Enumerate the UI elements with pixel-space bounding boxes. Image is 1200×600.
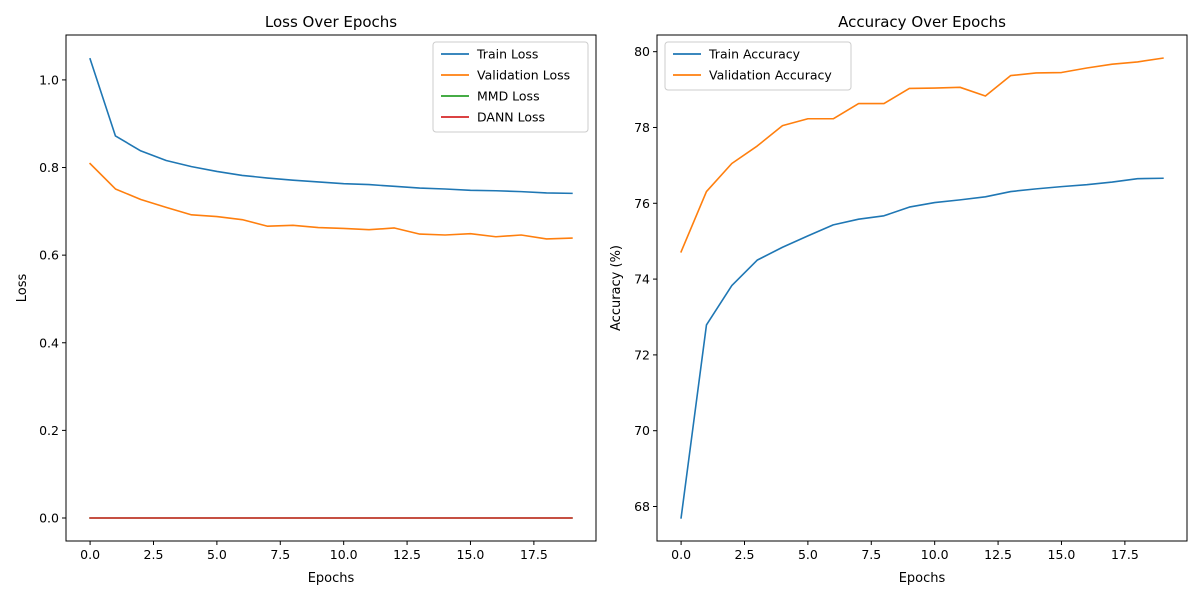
legend-label-validation-accuracy: Validation Accuracy	[709, 68, 832, 83]
loss-x-tick-label: 10.0	[330, 547, 358, 562]
loss-x-tick-label: 15.0	[457, 547, 485, 562]
accuracy-y-tick-label: 70	[634, 423, 650, 438]
loss-series-validation-loss	[88, 162, 573, 240]
loss-x-tick-label: 2.5	[144, 547, 164, 562]
accuracy-x-tick-label: 7.5	[861, 547, 881, 562]
loss-y-tick-label: 0.0	[39, 511, 59, 526]
accuracy-legend-frame	[664, 41, 852, 91]
accuracy-x-tick-label: 5.0	[798, 547, 818, 562]
accuracy-chart: 0.0 2.5 5.0 7.5 10.0 12.5 15.0 17.5 68 70 72 74 76 78…	[609, 13, 1188, 586]
accuracy-plot-area	[657, 35, 1187, 541]
loss-x-tick-label: 0.0	[80, 547, 100, 562]
loss-x-axis-label: Epochs	[308, 571, 355, 586]
accuracy-series-validation-accuracy	[680, 57, 1164, 253]
accuracy-y-tick-label: 76	[634, 196, 650, 211]
legend-label-validation-loss: Validation Loss	[477, 68, 570, 83]
loss-x-tick-label: 17.5	[520, 547, 548, 562]
loss-legend: Train Loss Validation Loss MMD Loss DANN Lo…	[432, 41, 589, 133]
accuracy-x-tick-label: 12.5	[984, 547, 1012, 562]
loss-chart: 0.0 2.5 5.0 7.5 10.0 12.5 15.0 17.5 0.0 0.2 0.4 0.6…	[15, 13, 597, 586]
loss-legend-frame	[432, 41, 589, 133]
loss-chart-title: Loss Over Epochs	[265, 13, 397, 31]
accuracy-x-tick-label: 15.0	[1048, 547, 1076, 562]
legend-label-dann-loss: DANN Loss	[477, 110, 545, 125]
legend-label-train-loss: Train Loss	[476, 47, 538, 62]
loss-y-tick-label: 1.0	[39, 72, 59, 87]
loss-y-tick-label: 0.2	[39, 423, 59, 438]
loss-x-tick-label: 7.5	[270, 547, 290, 562]
accuracy-x-axis-label: Epochs	[899, 571, 946, 586]
loss-axes-frame	[65, 34, 597, 542]
legend-label-train-accuracy: Train Accuracy	[708, 47, 801, 62]
accuracy-x-tick-label: 10.0	[921, 547, 949, 562]
loss-x-tick-label: 5.0	[207, 547, 227, 562]
loss-y-tick-label: 0.8	[39, 160, 59, 175]
accuracy-legend: Train Accuracy Validation Accuracy	[664, 41, 852, 91]
accuracy-y-tick-label: 72	[634, 347, 650, 362]
accuracy-y-tick-label: 78	[634, 120, 650, 135]
loss-x-tick-label: 12.5	[393, 547, 421, 562]
accuracy-x-tick-label: 17.5	[1111, 547, 1139, 562]
accuracy-series-train-accuracy	[680, 177, 1164, 519]
accuracy-axes-frame	[656, 34, 1188, 542]
accuracy-y-tick-label: 80	[634, 44, 650, 59]
loss-series-train-loss	[89, 57, 573, 195]
legend-label-mmd-loss: MMD Loss	[477, 89, 540, 104]
accuracy-y-axis-label: Accuracy (%)	[609, 245, 624, 331]
accuracy-x-tick-label: 0.0	[671, 547, 691, 562]
loss-y-axis-label: Loss	[15, 274, 30, 303]
accuracy-x-tick-label: 2.5	[735, 547, 755, 562]
loss-y-tick-label: 0.4	[39, 335, 59, 350]
accuracy-y-tick-label: 74	[634, 272, 650, 287]
accuracy-chart-title: Accuracy Over Epochs	[838, 13, 1006, 31]
loss-y-tick-label: 0.6	[39, 248, 59, 263]
accuracy-y-tick-label: 68	[634, 499, 650, 514]
